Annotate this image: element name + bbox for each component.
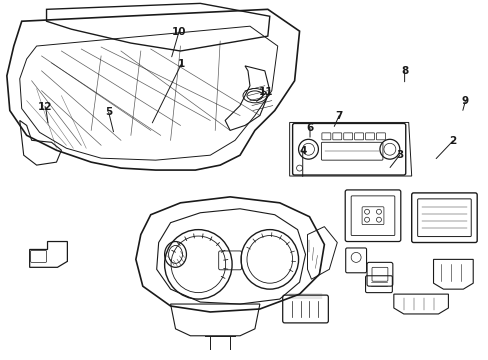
Text: 10: 10	[171, 27, 186, 37]
Text: 7: 7	[335, 111, 342, 121]
Text: 1: 1	[178, 59, 184, 69]
Text: 2: 2	[448, 136, 456, 146]
Text: 9: 9	[461, 96, 468, 107]
Text: 8: 8	[400, 66, 407, 76]
Text: 3: 3	[395, 150, 403, 160]
Text: 6: 6	[306, 123, 313, 133]
Text: 12: 12	[38, 102, 53, 112]
Text: 4: 4	[299, 147, 306, 157]
Text: 11: 11	[259, 87, 273, 98]
Text: 5: 5	[105, 107, 112, 117]
